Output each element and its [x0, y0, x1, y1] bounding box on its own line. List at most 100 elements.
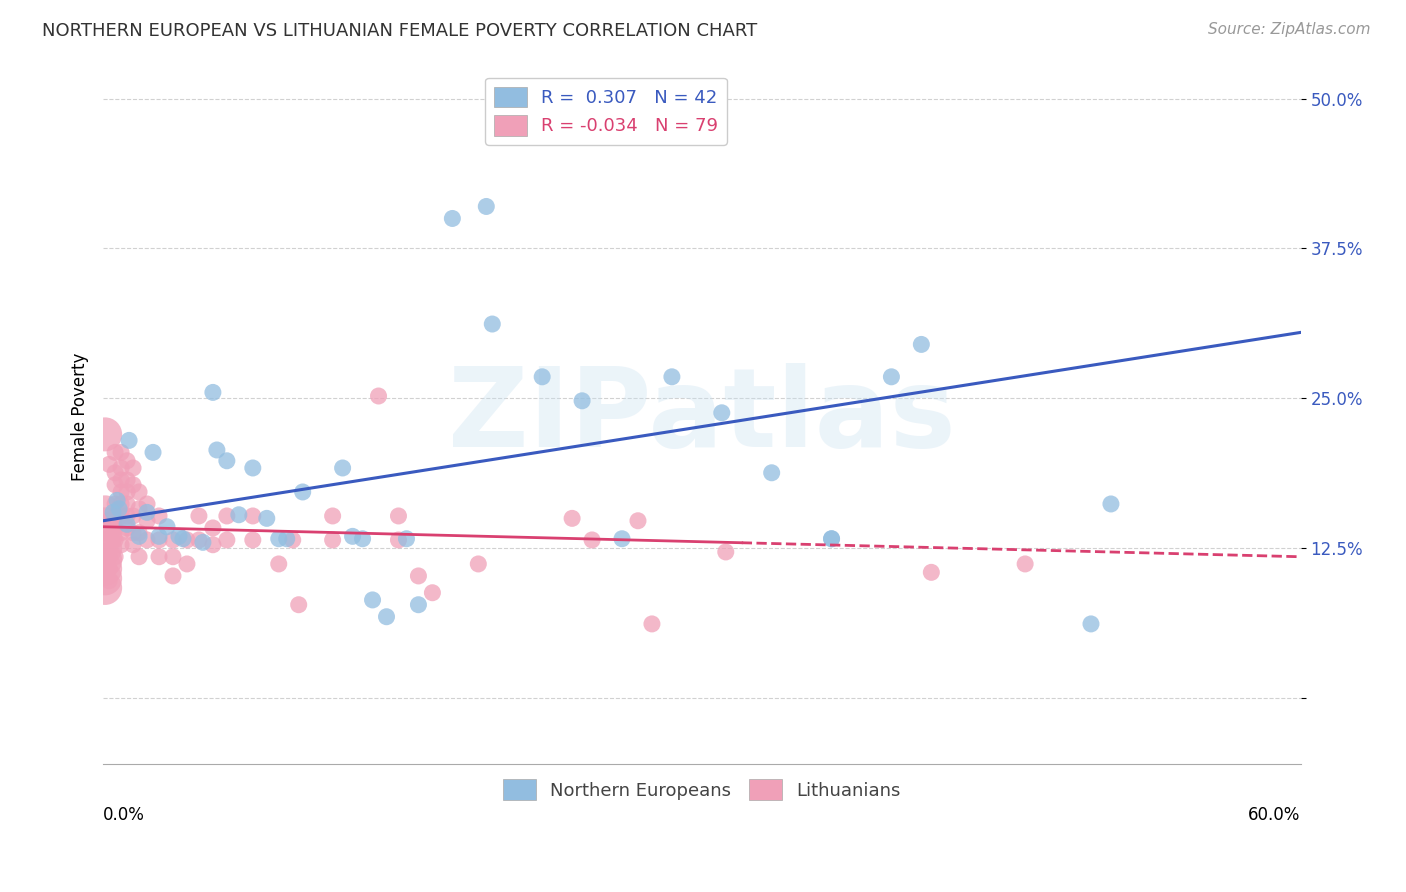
Point [98, 562, 121, 576]
Point [627, 514, 650, 528]
Point [408, 569, 430, 583]
Point [610, 532, 633, 546]
Point [167, 529, 190, 543]
Y-axis label: Female Poverty: Female Poverty [72, 352, 89, 481]
Point [531, 369, 554, 384]
Point [276, 532, 298, 546]
Point [128, 485, 150, 500]
Point [110, 445, 132, 459]
Text: Source: ZipAtlas.com: Source: ZipAtlas.com [1208, 22, 1371, 37]
Point [256, 511, 278, 525]
Point [481, 317, 503, 331]
Legend: Northern Europeans, Lithuanians: Northern Europeans, Lithuanians [496, 772, 908, 807]
Point [98, 514, 121, 528]
Point [104, 549, 127, 564]
Point [920, 566, 942, 580]
Point [205, 442, 228, 457]
Point [115, 508, 138, 523]
Point [162, 569, 184, 583]
Point [162, 549, 184, 564]
Point [94, 427, 117, 442]
Point [104, 533, 127, 547]
Point [1080, 616, 1102, 631]
Point [98, 458, 121, 472]
Point [215, 454, 238, 468]
Point [367, 389, 389, 403]
Point [395, 532, 418, 546]
Point [291, 485, 314, 500]
Point [176, 533, 198, 547]
Point [98, 525, 121, 540]
Point [136, 505, 159, 519]
Point [287, 598, 309, 612]
Point [242, 508, 264, 523]
Point [710, 406, 733, 420]
Point [571, 393, 593, 408]
Point [122, 461, 145, 475]
Point [387, 533, 409, 547]
Point [110, 473, 132, 487]
Point [98, 538, 121, 552]
Point [110, 525, 132, 540]
Point [104, 466, 127, 480]
Point [115, 473, 138, 487]
Point [880, 369, 903, 384]
Point [820, 532, 842, 546]
Point [156, 520, 179, 534]
Point [201, 538, 224, 552]
Point [98, 549, 121, 564]
Point [172, 532, 194, 546]
Point [98, 574, 121, 588]
Point [714, 545, 737, 559]
Text: 60.0%: 60.0% [1249, 806, 1301, 824]
Point [148, 533, 170, 547]
Point [322, 508, 344, 523]
Point [142, 445, 165, 459]
Point [215, 533, 238, 547]
Point [641, 616, 664, 631]
Point [128, 549, 150, 564]
Point [352, 532, 374, 546]
Point [375, 609, 398, 624]
Point [128, 501, 150, 516]
Point [281, 533, 304, 547]
Point [108, 501, 131, 516]
Point [122, 508, 145, 523]
Point [361, 593, 384, 607]
Point [408, 598, 430, 612]
Point [187, 533, 209, 547]
Point [101, 505, 124, 519]
Point [910, 337, 932, 351]
Point [115, 454, 138, 468]
Point [94, 517, 117, 532]
Point [162, 533, 184, 547]
Point [128, 529, 150, 543]
Point [115, 485, 138, 500]
Point [136, 533, 159, 547]
Point [94, 562, 117, 576]
Point [104, 497, 127, 511]
Point [115, 517, 138, 532]
Point [94, 553, 117, 567]
Point [110, 538, 132, 552]
Point [104, 477, 127, 491]
Point [110, 485, 132, 500]
Point [148, 549, 170, 564]
Point [820, 532, 842, 546]
Point [94, 541, 117, 556]
Point [105, 493, 128, 508]
Point [115, 497, 138, 511]
Point [148, 529, 170, 543]
Point [148, 508, 170, 523]
Point [561, 511, 583, 525]
Point [441, 211, 464, 226]
Point [104, 508, 127, 523]
Point [201, 521, 224, 535]
Point [104, 445, 127, 459]
Point [267, 557, 290, 571]
Point [122, 477, 145, 491]
Point [475, 199, 498, 213]
Text: ZIPatlas: ZIPatlas [449, 363, 956, 470]
Point [176, 557, 198, 571]
Point [342, 529, 364, 543]
